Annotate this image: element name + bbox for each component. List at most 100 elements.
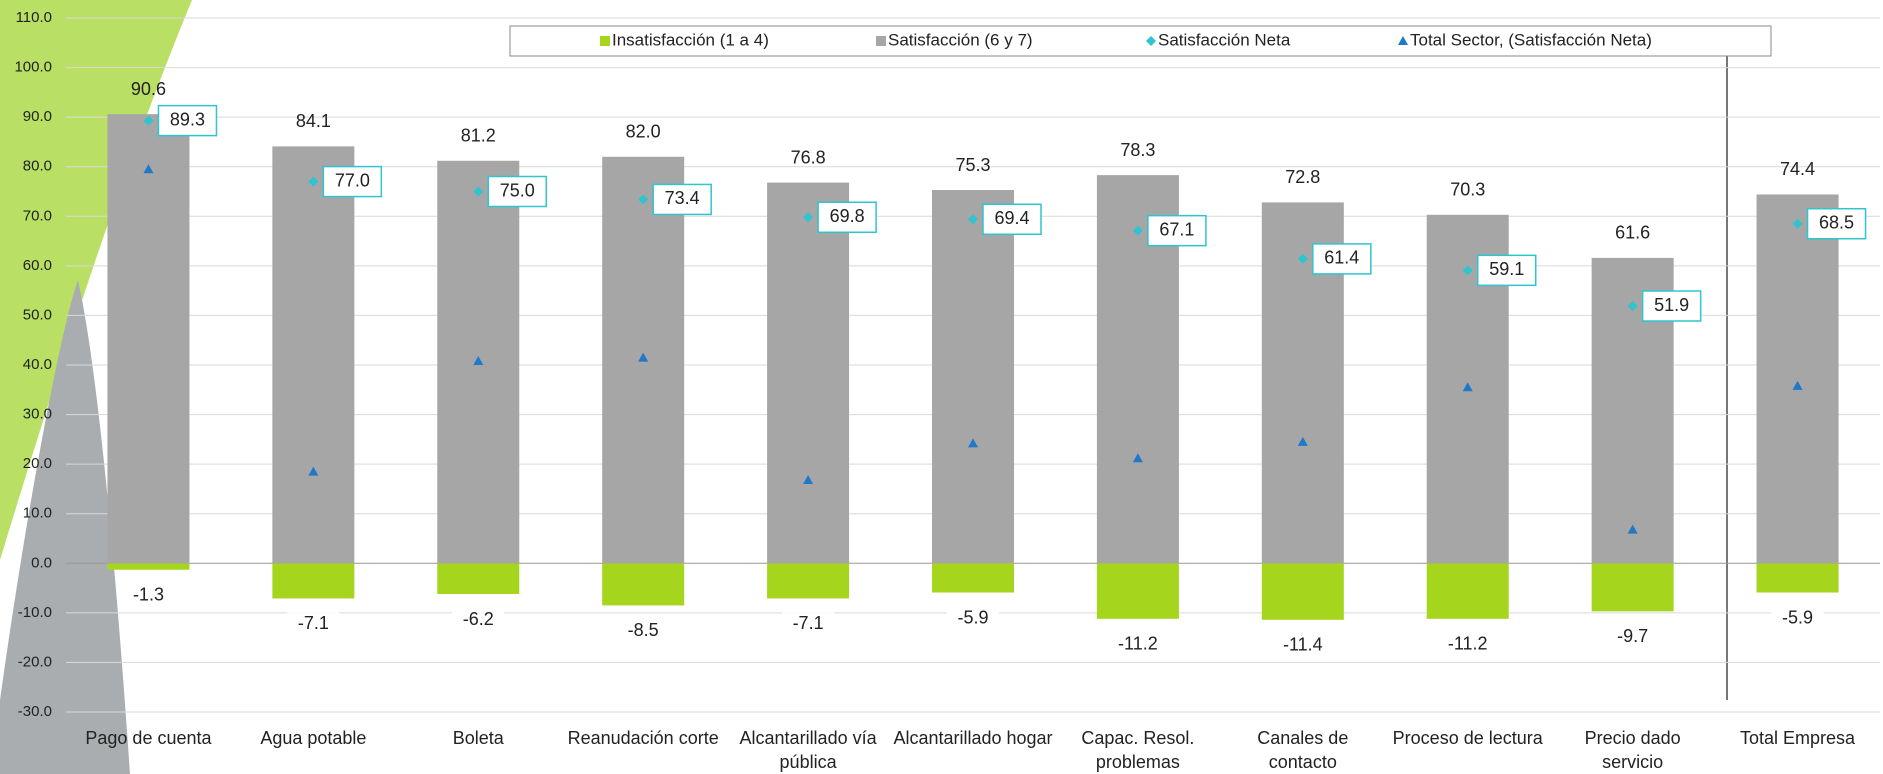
y-tick-label: 80.0 (23, 158, 52, 175)
legend-label: Satisfacción Neta (1158, 30, 1291, 49)
data-label: 73.4 (665, 188, 700, 208)
data-label: 76.8 (791, 147, 826, 167)
marker (308, 466, 319, 476)
marker (1297, 436, 1308, 446)
data-label: -7.1 (298, 613, 329, 633)
data-label: 74.4 (1780, 159, 1815, 179)
y-tick-label: 30.0 (23, 406, 52, 423)
decoration (0, 0, 192, 560)
marker (1627, 524, 1638, 534)
y-tick-label: 70.0 (23, 207, 52, 224)
marker (968, 438, 978, 448)
label-bg (947, 606, 999, 631)
label-box (487, 175, 548, 208)
label-box (1641, 290, 1702, 322)
y-tick-label: -20.0 (18, 653, 52, 670)
marker (968, 214, 978, 225)
label-bg (617, 619, 670, 644)
data-label: 70.3 (1450, 180, 1485, 200)
data-label: -11.4 (1283, 635, 1323, 655)
data-label: 69.4 (994, 208, 1029, 228)
marker (1132, 453, 1143, 463)
data-label: 51.9 (1654, 295, 1689, 315)
data-label: 72.8 (1285, 167, 1320, 187)
data-label: 82.0 (626, 122, 661, 142)
marker (1297, 253, 1308, 264)
label-bg (122, 583, 175, 608)
data-label: -1.3 (133, 584, 164, 604)
bar (767, 182, 850, 564)
bar (932, 190, 1014, 564)
y-tick-label: 110.0 (16, 9, 52, 26)
marker (803, 475, 814, 485)
y-tick-label: -30.0 (18, 703, 52, 720)
label-bg (782, 612, 835, 637)
x-tick-label: Total Empresa (1740, 728, 1856, 748)
bar (1756, 194, 1839, 564)
legend-label: Total Sector, (Satisfacción Neta) (1410, 30, 1652, 49)
marker (143, 164, 154, 174)
marker (638, 194, 649, 205)
data-label: -8.5 (628, 620, 659, 640)
x-tick-label: Capac. Resol. problemas (1081, 728, 1195, 772)
data-label: -11.2 (1448, 634, 1488, 654)
marker (1792, 380, 1803, 390)
marker (1398, 36, 1408, 45)
marker (638, 352, 649, 362)
x-tick-label: Alcantarillado vía pública (739, 728, 877, 772)
bar (437, 563, 520, 595)
label-bg (1111, 632, 1164, 657)
data-label: 69.8 (830, 206, 865, 226)
bar (1591, 563, 1674, 612)
y-tick-label: -10.0 (18, 604, 52, 621)
label-bg (1276, 633, 1329, 658)
data-label: -5.9 (957, 607, 988, 627)
bar (1096, 563, 1179, 619)
label-bg (1771, 606, 1824, 631)
label-box (157, 104, 218, 137)
label-box (1312, 243, 1372, 275)
data-label: 78.3 (1120, 140, 1155, 160)
data-label: 75.0 (500, 180, 535, 200)
data-label: 90.6 (131, 79, 166, 99)
x-tick-label: Alcantarillado hogar (893, 728, 1053, 748)
bar (1426, 563, 1509, 619)
x-tick-label: Precio dado servicio (1584, 728, 1681, 772)
y-tick-label: 40.0 (23, 356, 52, 373)
bar (107, 114, 190, 564)
data-label: 59.1 (1489, 259, 1524, 279)
y-tick-label: 100.0 (14, 59, 52, 76)
data-label: -9.7 (1617, 626, 1648, 646)
bar (602, 563, 685, 606)
legend-box (509, 25, 1772, 57)
marker (1132, 225, 1143, 236)
label-bg (1441, 632, 1494, 657)
y-tick-label: 10.0 (23, 505, 52, 522)
bar (1261, 563, 1344, 620)
data-label: 75.3 (955, 155, 990, 175)
y-tick-label: 50.0 (23, 306, 52, 323)
marker (1462, 265, 1473, 276)
data-label: 61.6 (1615, 223, 1650, 243)
y-tick-label: 90.0 (23, 108, 52, 125)
y-tick-label: 0.0 (31, 554, 52, 571)
x-tick-label: Pago de cuenta (85, 728, 212, 748)
label-box (322, 165, 383, 198)
x-tick-label: Canales de contacto (1257, 728, 1349, 772)
bar (932, 563, 1014, 593)
data-label: 77.0 (335, 170, 370, 190)
y-tick-label: 60.0 (23, 257, 52, 274)
legend-swatch (600, 36, 610, 46)
data-label: 84.1 (296, 111, 331, 131)
marker (1792, 218, 1803, 229)
marker (803, 212, 814, 223)
data-label: -11.2 (1118, 634, 1158, 654)
bar (272, 563, 355, 599)
label-box (1806, 207, 1867, 240)
legend-swatch (876, 36, 886, 46)
x-tick-label: Agua potable (260, 728, 367, 748)
x-tick-label: Proceso de lectura (1392, 728, 1543, 748)
label-box (817, 201, 877, 234)
